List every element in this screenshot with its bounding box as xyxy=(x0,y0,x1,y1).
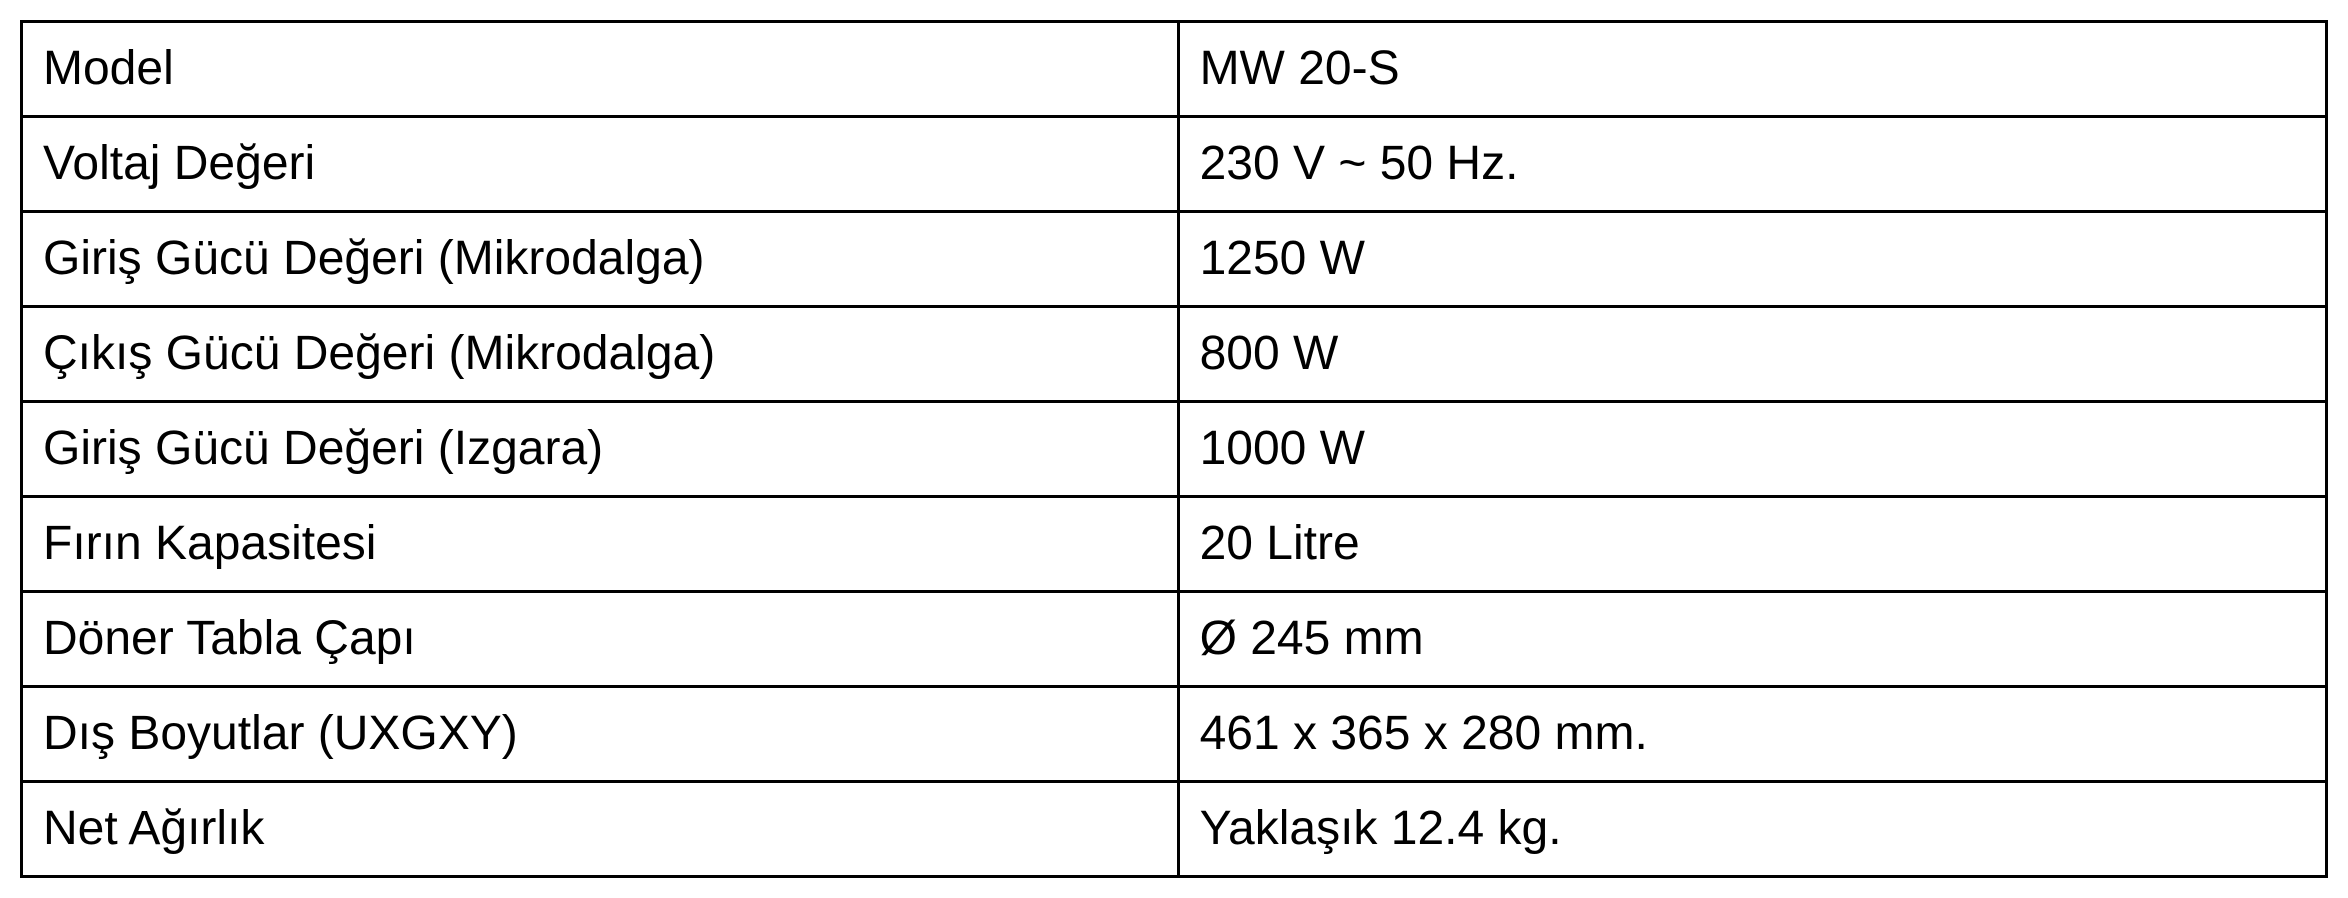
spec-value: Ø 245 mm xyxy=(1178,592,2326,687)
spec-value: MW 20-S xyxy=(1178,22,2326,117)
table-row: Fırın Kapasitesi 20 Litre xyxy=(22,497,2327,592)
spec-value: 1250 W xyxy=(1178,212,2326,307)
spec-value: Yaklaşık 12.4 kg. xyxy=(1178,782,2326,877)
spec-label: Model xyxy=(22,22,1179,117)
table-row: Model MW 20-S xyxy=(22,22,2327,117)
table-row: Çıkış Gücü Değeri (Mikrodalga) 800 W xyxy=(22,307,2327,402)
spec-label: Giriş Gücü Değeri (Izgara) xyxy=(22,402,1179,497)
table-body: Model MW 20-S Voltaj Değeri 230 V ~ 50 H… xyxy=(22,22,2327,877)
spec-value: 1000 W xyxy=(1178,402,2326,497)
spec-label: Döner Tabla Çapı xyxy=(22,592,1179,687)
spec-label: Net Ağırlık xyxy=(22,782,1179,877)
spec-value: 800 W xyxy=(1178,307,2326,402)
spec-label: Çıkış Gücü Değeri (Mikrodalga) xyxy=(22,307,1179,402)
table-row: Dış Boyutlar (UXGXY) 461 x 365 x 280 mm. xyxy=(22,687,2327,782)
table-row: Giriş Gücü Değeri (Mikrodalga) 1250 W xyxy=(22,212,2327,307)
table-row: Giriş Gücü Değeri (Izgara) 1000 W xyxy=(22,402,2327,497)
spec-value: 230 V ~ 50 Hz. xyxy=(1178,117,2326,212)
spec-label: Voltaj Değeri xyxy=(22,117,1179,212)
spec-label: Dış Boyutlar (UXGXY) xyxy=(22,687,1179,782)
specifications-table: Model MW 20-S Voltaj Değeri 230 V ~ 50 H… xyxy=(20,20,2328,878)
table-row: Voltaj Değeri 230 V ~ 50 Hz. xyxy=(22,117,2327,212)
spec-label: Giriş Gücü Değeri (Mikrodalga) xyxy=(22,212,1179,307)
spec-value: 461 x 365 x 280 mm. xyxy=(1178,687,2326,782)
table-row: Net Ağırlık Yaklaşık 12.4 kg. xyxy=(22,782,2327,877)
spec-label: Fırın Kapasitesi xyxy=(22,497,1179,592)
spec-value: 20 Litre xyxy=(1178,497,2326,592)
table-row: Döner Tabla Çapı Ø 245 mm xyxy=(22,592,2327,687)
